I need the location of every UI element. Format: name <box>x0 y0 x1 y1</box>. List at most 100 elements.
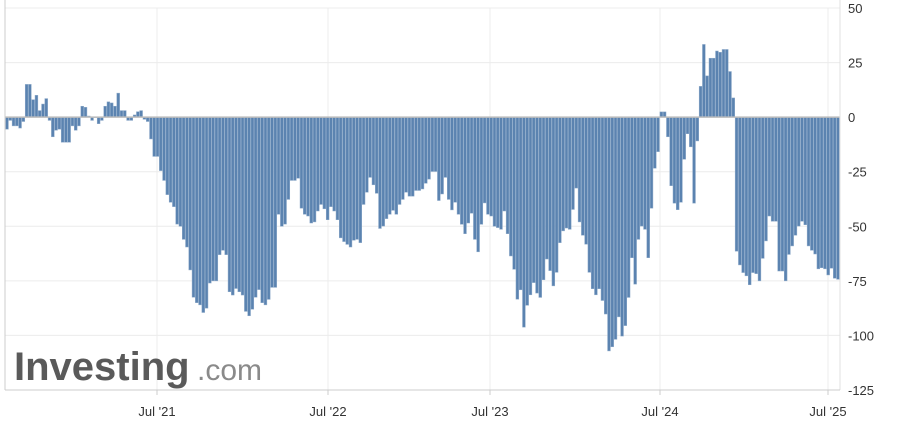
bar <box>476 116 480 253</box>
bar <box>538 116 542 298</box>
bar <box>669 116 673 186</box>
bar <box>38 110 42 118</box>
bar <box>172 116 176 207</box>
bar <box>316 116 320 212</box>
bar <box>784 116 788 282</box>
bar <box>345 116 349 245</box>
bar <box>741 116 745 273</box>
bar <box>640 116 644 227</box>
y-tick-label: 0 <box>848 110 855 125</box>
bar <box>368 116 372 178</box>
x-axis-labels: Jul '21 Jul '22 Jul '23 Jul '24 Jul '25 <box>138 404 846 419</box>
bar <box>149 116 153 140</box>
bar <box>165 116 169 195</box>
bar <box>182 116 186 240</box>
bar <box>748 116 752 286</box>
bar <box>195 116 199 303</box>
bar <box>463 116 467 234</box>
bar <box>407 116 412 197</box>
bar <box>486 116 490 215</box>
y-axis-labels: 50 25 0 -25 -50 -75 -100 -125 <box>848 1 874 398</box>
bar <box>178 116 183 227</box>
bar <box>155 116 160 157</box>
bar <box>440 116 444 195</box>
bar <box>770 116 775 222</box>
bar <box>731 97 735 118</box>
bar <box>816 116 821 270</box>
bar <box>110 102 114 118</box>
bar <box>116 92 120 118</box>
bar <box>57 116 61 130</box>
bar <box>424 116 428 184</box>
bar <box>833 116 837 279</box>
x-tick-label: Jul '23 <box>471 404 508 419</box>
bar <box>450 116 454 211</box>
bar <box>826 116 830 276</box>
bar <box>41 103 45 118</box>
bar <box>51 116 55 138</box>
bar <box>528 116 533 296</box>
bar <box>162 116 166 181</box>
bar <box>574 116 578 189</box>
bar <box>247 116 251 317</box>
bar <box>221 116 225 251</box>
bar <box>339 116 343 239</box>
bar <box>558 116 562 243</box>
bar <box>790 116 794 247</box>
bar <box>702 44 706 118</box>
bar <box>728 71 732 118</box>
bar <box>201 116 205 313</box>
bar <box>509 116 513 257</box>
bar <box>532 116 536 283</box>
bar <box>11 116 16 127</box>
bar <box>253 116 258 298</box>
bar <box>774 116 778 222</box>
bar <box>689 116 693 148</box>
axes <box>4 0 841 395</box>
bar <box>289 116 294 181</box>
bar <box>522 116 526 328</box>
bar <box>692 116 696 204</box>
bar <box>335 116 340 220</box>
bar <box>18 116 22 129</box>
logo-suffix: .com <box>197 354 262 387</box>
bar <box>751 116 755 273</box>
bar <box>721 49 726 118</box>
bars <box>5 44 840 352</box>
bar <box>185 116 189 248</box>
bar <box>666 116 670 138</box>
bar <box>659 111 663 118</box>
x-tick-label: Jul '21 <box>138 404 175 419</box>
bar <box>489 116 493 217</box>
bar <box>597 116 601 289</box>
bar <box>577 116 582 223</box>
bar <box>473 116 477 240</box>
bar <box>499 116 503 230</box>
bar <box>793 116 798 236</box>
bar <box>594 116 598 296</box>
bar <box>283 116 287 225</box>
bar <box>502 116 506 212</box>
bar <box>604 116 608 315</box>
y-tick-label: 50 <box>848 1 862 16</box>
bar <box>361 116 366 205</box>
bar <box>545 116 549 260</box>
bar <box>113 105 117 118</box>
bar <box>15 116 19 127</box>
bar <box>679 116 683 203</box>
bar <box>754 116 758 274</box>
bar <box>797 116 801 227</box>
bar <box>286 116 291 200</box>
bar <box>175 116 179 225</box>
bar <box>64 116 68 143</box>
bar <box>420 116 425 190</box>
bar <box>404 116 408 193</box>
bar <box>636 116 641 240</box>
bar <box>443 116 448 178</box>
bar <box>672 116 677 204</box>
bar <box>829 116 834 269</box>
bar <box>515 116 520 300</box>
bar <box>479 116 484 225</box>
bar <box>617 116 621 318</box>
